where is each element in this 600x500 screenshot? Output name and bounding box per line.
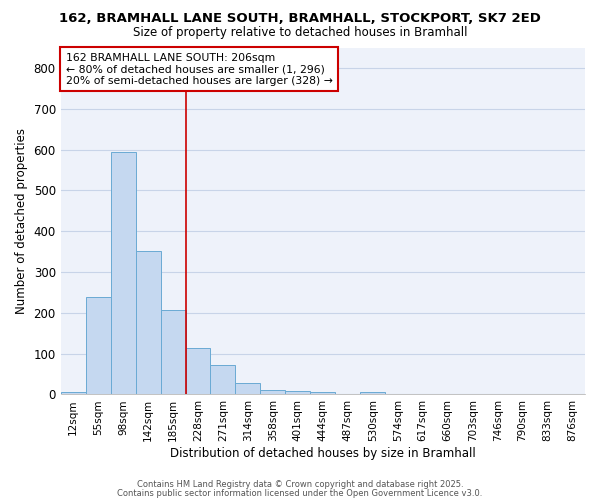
Text: 162 BRAMHALL LANE SOUTH: 206sqm
← 80% of detached houses are smaller (1, 296)
20: 162 BRAMHALL LANE SOUTH: 206sqm ← 80% of…	[66, 52, 333, 86]
Bar	[360, 392, 385, 394]
Bar	[185, 348, 211, 395]
Text: Contains public sector information licensed under the Open Government Licence v3: Contains public sector information licen…	[118, 488, 482, 498]
Text: Contains HM Land Registry data © Crown copyright and database right 2025.: Contains HM Land Registry data © Crown c…	[137, 480, 463, 489]
Text: 162, BRAMHALL LANE SOUTH, BRAMHALL, STOCKPORT, SK7 2ED: 162, BRAMHALL LANE SOUTH, BRAMHALL, STOC…	[59, 12, 541, 26]
Bar	[136, 251, 161, 394]
Text: Size of property relative to detached houses in Bramhall: Size of property relative to detached ho…	[133, 26, 467, 39]
Bar	[211, 365, 235, 394]
Bar	[310, 392, 335, 394]
Bar	[286, 391, 310, 394]
Y-axis label: Number of detached properties: Number of detached properties	[15, 128, 28, 314]
Bar	[161, 310, 185, 394]
Bar	[86, 298, 110, 394]
X-axis label: Distribution of detached houses by size in Bramhall: Distribution of detached houses by size …	[170, 447, 476, 460]
Bar	[110, 152, 136, 394]
Bar	[235, 384, 260, 394]
Bar	[61, 392, 86, 394]
Bar	[260, 390, 286, 394]
